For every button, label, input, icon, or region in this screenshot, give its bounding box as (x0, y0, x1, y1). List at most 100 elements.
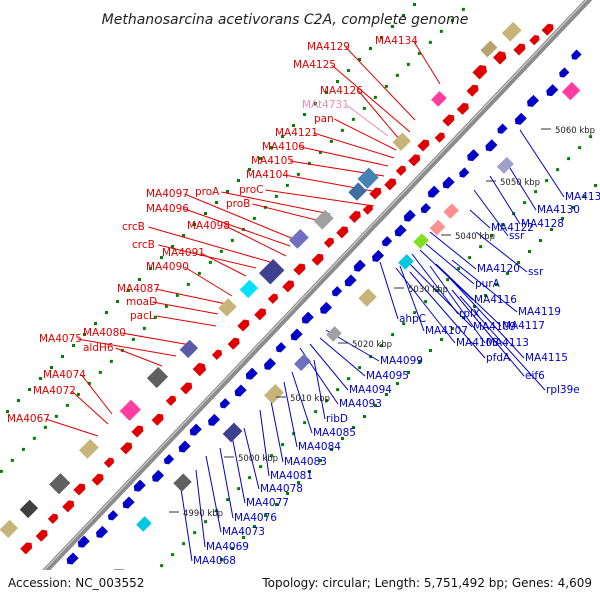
gene-label-forward[interactable]: MA4074 (43, 369, 86, 381)
gene-label-forward[interactable]: MA4091 (162, 247, 205, 259)
gc-dot-outer-left (186, 282, 190, 286)
gene-label-reverse[interactable]: MA4095 (366, 370, 409, 382)
gene-label-reverse[interactable]: MA4108 (456, 337, 499, 349)
leader-line (300, 146, 389, 167)
leader-line (504, 159, 537, 211)
forward-gene-arrow (120, 442, 133, 455)
gene-label-reverse[interactable]: MA4094 (349, 384, 392, 396)
gc-dot-outer-left (54, 414, 58, 418)
gc-dot-outer-right (523, 201, 527, 205)
gc-dot-far-right (450, 326, 454, 330)
gene-label-forward[interactable]: crcB (132, 239, 155, 251)
gene-label-forward[interactable]: MA4090 (146, 261, 189, 273)
gc-dot-outer-right (545, 179, 549, 183)
gene-label-forward[interactable]: proB (226, 198, 250, 210)
gene-label-reverse[interactable]: purA (475, 278, 501, 290)
gene-label-forward[interactable]: MA4126 (320, 85, 363, 97)
gene-label-reverse[interactable]: MA4128 (521, 218, 564, 230)
leader-line (346, 104, 389, 137)
gc-dot-outer-left (32, 436, 36, 440)
gene-label-forward[interactable]: MA4104 (246, 169, 289, 181)
gene-label-reverse[interactable]: eif6 (525, 370, 545, 382)
gc-dot-outer-right (248, 476, 252, 480)
gene-label-reverse[interactable]: MA4073 (222, 526, 265, 538)
forward-gene-arrow (395, 165, 407, 176)
gene-label-reverse[interactable]: MA4107 (425, 325, 468, 337)
gene-label-reverse[interactable]: MA4076 (234, 512, 277, 524)
gene-label-reverse[interactable]: MA4109 (473, 321, 516, 333)
gc-dot-outer-right (270, 454, 274, 458)
gene-label-forward[interactable]: aldH6 (83, 342, 114, 354)
gene-label-forward[interactable]: MA4096 (146, 203, 189, 215)
gene-label-reverse[interactable]: MA4069 (206, 541, 249, 553)
gene-label-reverse[interactable]: MA4081 (270, 470, 313, 482)
gene-label-reverse[interactable]: MA4120 (477, 263, 520, 275)
gene-label-forward[interactable]: pacL (130, 310, 155, 322)
gc-dot-far-right (296, 480, 300, 484)
leader-line (231, 435, 246, 504)
leader-line (265, 189, 375, 207)
gene-label-forward[interactable]: crcB (122, 221, 145, 233)
gene-label-forward[interactable]: MA4106 (262, 141, 305, 153)
gene-label-reverse[interactable]: rplX (459, 308, 480, 320)
gene-label-reverse[interactable]: MA4117 (502, 320, 545, 332)
gene-label-reverse[interactable]: MA4099 (380, 355, 423, 367)
gene-label-forward[interactable]: MA4075 (39, 333, 82, 345)
gene-label-reverse[interactable]: MA4119 (518, 306, 561, 318)
gene-label-reverse[interactable]: MA4083 (284, 456, 327, 468)
gene-label-reverse[interactable]: MA4130 (537, 204, 580, 216)
gc-dot-outer-left (461, 7, 465, 11)
gene-label-reverse[interactable]: MA4077 (246, 497, 289, 509)
gene-label-forward[interactable]: MA4067 (7, 413, 50, 425)
gene-label-reverse[interactable]: MA4113 (486, 337, 529, 349)
gene-label-forward[interactable]: MA4098 (187, 220, 230, 232)
gc-dot-far-left (39, 377, 43, 381)
gene-label-reverse[interactable]: MA4068 (193, 555, 236, 567)
gene-label-forward[interactable]: MA4125 (293, 59, 336, 71)
gene-label-reverse[interactable]: MA4084 (298, 441, 341, 453)
gc-dot-far-left (314, 102, 318, 106)
gene-label-reverse[interactable]: MA4116 (474, 294, 517, 306)
gene-label-reverse[interactable]: ssr (509, 230, 525, 242)
gene-label-forward[interactable]: proC (239, 184, 264, 196)
leader-line (252, 203, 325, 223)
gene-label-reverse[interactable]: MA4093 (339, 398, 382, 410)
gene-label-reverse[interactable]: MA4085 (313, 427, 356, 439)
gene-label-forward[interactable]: MA4134 (375, 35, 418, 47)
gc-dot-far-left (281, 135, 285, 139)
forward-gene-arrow (237, 319, 250, 332)
gc-dot-outer-left (384, 84, 388, 88)
gene-label-reverse[interactable]: ahpC (399, 313, 426, 325)
leader-line (155, 288, 227, 305)
leader-line (205, 455, 222, 533)
gene-label-forward[interactable]: MA4097 (146, 188, 189, 200)
gene-label-reverse[interactable]: ribD (326, 413, 348, 425)
gene-label-reverse[interactable]: MA4115 (525, 352, 568, 364)
feature-block (398, 254, 414, 270)
gc-dot-outer-left (109, 359, 113, 363)
gene-label-rna[interactable]: MAt4731 (302, 99, 349, 111)
gene-label-forward[interactable]: MA4080 (83, 327, 126, 339)
gene-label-forward[interactable]: MA4121 (275, 127, 318, 139)
forward-gene-arrow (417, 139, 430, 152)
gene-label-forward[interactable]: MA4072 (33, 385, 76, 397)
gene-label-forward[interactable]: proA (195, 186, 220, 198)
gene-label-forward[interactable]: MA4087 (117, 283, 160, 295)
gene-label-forward[interactable]: moaD (126, 296, 157, 308)
feature-block (443, 203, 459, 219)
gene-label-reverse[interactable]: ssr (528, 266, 544, 278)
gene-label-reverse[interactable]: rpl39e (546, 384, 580, 396)
gene-label-reverse[interactable]: MA4136 (565, 191, 600, 203)
leader-line (148, 226, 271, 263)
gc-dot-outer-left (373, 95, 377, 99)
gene-label-reverse[interactable]: pfdA (486, 352, 511, 364)
gc-dot-outer-right (567, 157, 571, 161)
gene-label-forward[interactable]: MA4129 (307, 41, 350, 53)
gene-label-forward[interactable]: pan (314, 113, 334, 125)
gene-label-forward[interactable]: MA4105 (251, 155, 294, 167)
gene-label-reverse[interactable]: MA4078 (260, 483, 303, 495)
gene-label-reverse[interactable]: MA4122 (491, 222, 534, 234)
reverse-gene-arrow (320, 301, 333, 314)
gc-dot-outer-left (131, 337, 135, 341)
gc-dot-far-left (248, 168, 252, 172)
